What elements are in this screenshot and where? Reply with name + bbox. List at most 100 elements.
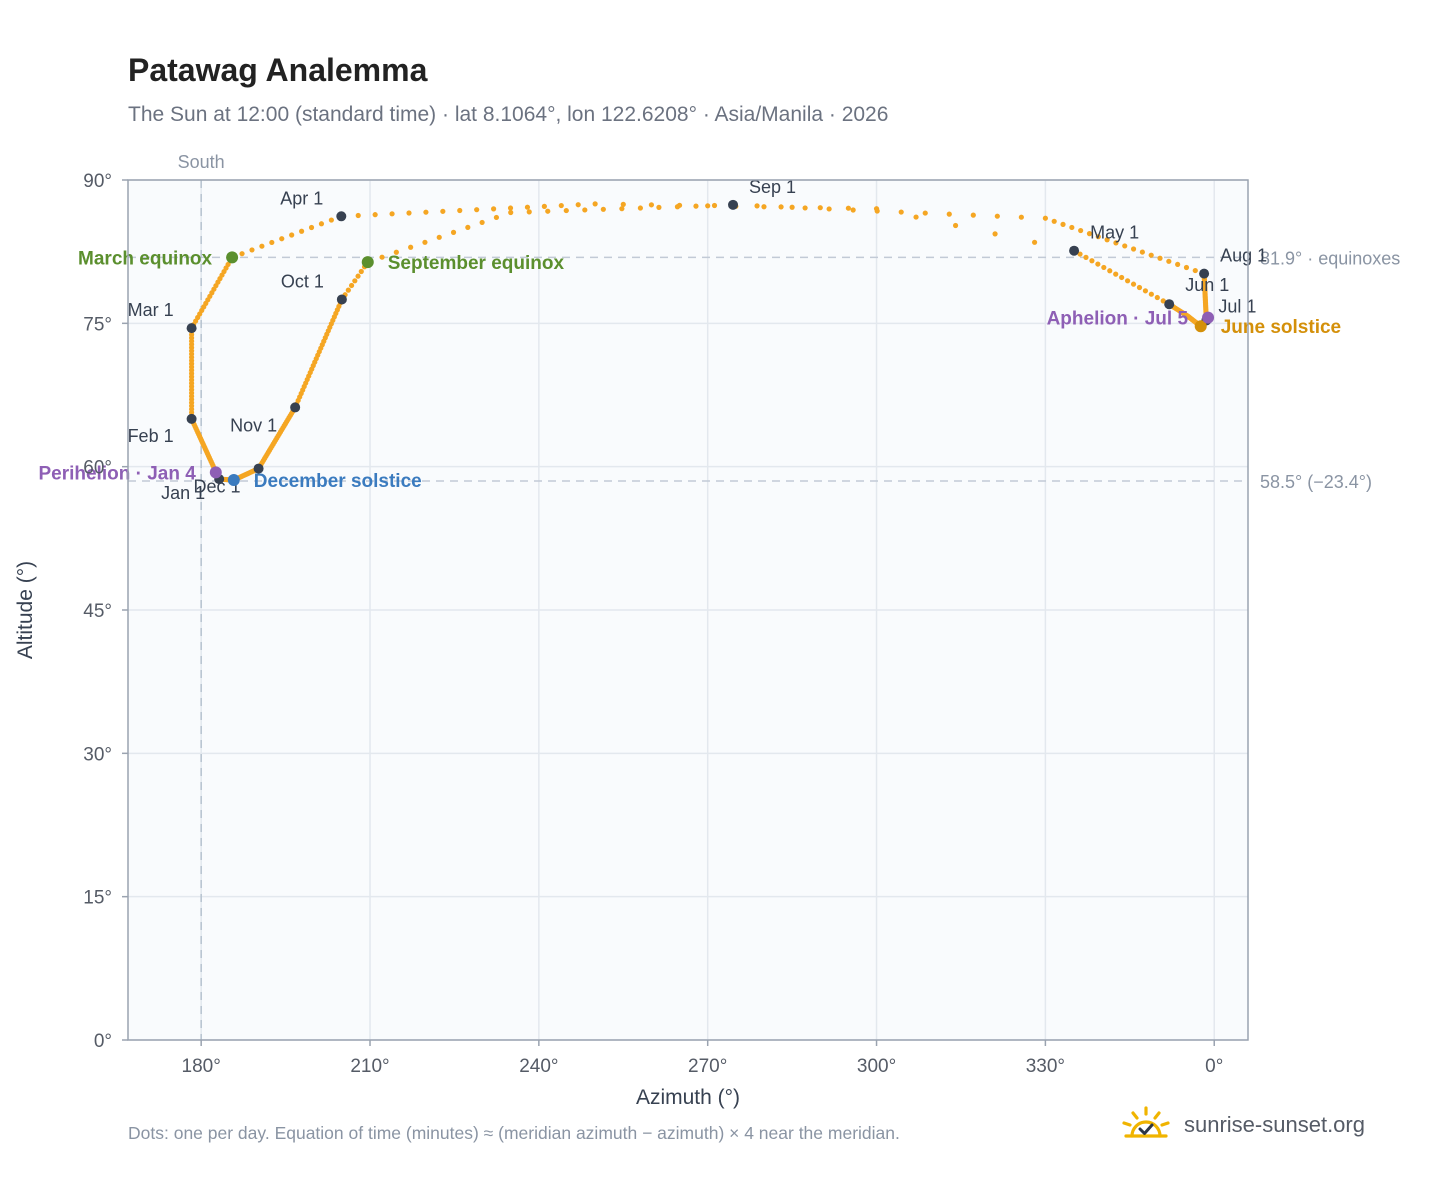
daily-dot — [1124, 278, 1131, 284]
daily-dot — [845, 205, 852, 211]
month-label: Mar 1 — [128, 300, 174, 320]
y-tick-label: 15° — [83, 888, 112, 909]
month-label: Aug 1 — [1220, 246, 1267, 266]
daily-dot — [279, 236, 285, 242]
daily-dot — [1051, 218, 1057, 224]
daily-dot — [372, 212, 378, 218]
meridian-label: South — [178, 152, 225, 172]
axis-ticks: 180° 210° 240° 270° 300° 330° 0° 0° 15° 30° 45° 60°… — [83, 171, 1223, 1077]
reference-line-label: 81.9° · equinoxes — [1260, 248, 1400, 268]
daily-dot — [674, 204, 681, 210]
x-tick-label: 300° — [857, 1056, 896, 1077]
daily-dot — [850, 207, 856, 213]
daily-dot — [379, 254, 385, 260]
daily-dot — [778, 204, 784, 210]
chart-title: Patawag Analemma — [128, 52, 428, 88]
daily-dot — [789, 204, 795, 210]
daily-dot — [619, 206, 625, 212]
event-dot — [1194, 320, 1207, 333]
daily-dot — [249, 247, 255, 253]
month-dot — [336, 211, 347, 222]
daily-dot — [1183, 264, 1190, 271]
daily-dot — [1018, 214, 1024, 220]
month-dot — [186, 413, 197, 424]
daily-dot — [656, 204, 662, 210]
daily-dot — [711, 202, 718, 209]
daily-dot — [289, 232, 295, 238]
daily-dot — [1104, 237, 1110, 243]
daily-dot — [817, 205, 823, 211]
y-tick-label: 45° — [83, 601, 112, 622]
daily-dot — [898, 209, 904, 215]
event-label: Perihelion · Jan 4 — [38, 463, 196, 484]
brand-name: sunrise-sunset.org — [1184, 1112, 1365, 1137]
daily-dot — [1148, 252, 1154, 258]
daily-dot — [592, 201, 598, 207]
daily-dot — [406, 210, 412, 216]
daily-dot — [1160, 298, 1166, 304]
daily-dot — [474, 207, 480, 213]
daily-dot — [1192, 267, 1198, 274]
daily-dot — [1077, 251, 1083, 257]
daily-dot — [693, 203, 699, 209]
daily-dot — [1086, 231, 1093, 237]
month-dot — [1164, 299, 1175, 310]
daily-dot — [524, 204, 531, 210]
daily-dot — [705, 203, 711, 209]
daily-dot — [1060, 221, 1066, 227]
reference-line-label: 58.5° (−23.4°) — [1260, 472, 1372, 492]
daily-dot — [1119, 274, 1125, 281]
daily-dot — [545, 208, 551, 214]
daily-dot — [1130, 281, 1137, 287]
x-tick-label: 270° — [688, 1056, 727, 1077]
daily-dot — [575, 202, 581, 208]
daily-dot — [922, 210, 928, 216]
month-label: Sep 1 — [749, 177, 796, 197]
daily-dot — [1089, 258, 1095, 264]
grid-lines — [128, 179, 1248, 1041]
daily-dot — [620, 201, 626, 207]
event-dot — [361, 256, 374, 269]
event-dot — [209, 466, 222, 479]
daily-dot — [507, 205, 514, 211]
daily-dot — [465, 224, 471, 230]
daily-dot — [450, 229, 457, 235]
daily-dot — [408, 244, 414, 250]
daily-dot — [648, 202, 655, 208]
daily-dot — [348, 282, 355, 289]
daily-dot — [493, 214, 500, 221]
month-dot — [290, 402, 301, 413]
daily-dot — [541, 203, 547, 209]
daily-dot — [479, 219, 485, 226]
daily-dot — [874, 208, 880, 214]
daily-dot — [508, 209, 514, 216]
daily-dot — [355, 212, 361, 219]
y-axis-label: Altitude (°) — [14, 561, 37, 659]
daily-dot — [1078, 227, 1084, 234]
event-label: Aphelion · Jul 5 — [1047, 309, 1189, 330]
event-dot — [1202, 311, 1215, 324]
daily-dot — [761, 204, 767, 210]
month-label: Apr 1 — [280, 188, 323, 208]
daily-dot — [1069, 224, 1075, 231]
daily-dot — [558, 202, 564, 209]
x-tick-label: 210° — [350, 1056, 389, 1077]
month-dot — [253, 463, 264, 474]
daily-dot — [358, 268, 364, 275]
daily-dot — [637, 205, 643, 211]
x-tick-label: 240° — [519, 1056, 558, 1077]
month-dot — [1069, 245, 1080, 256]
event-label: December solstice — [254, 471, 422, 492]
footnote: Dots: one per day. Equation of time (min… — [128, 1123, 900, 1143]
daily-dot — [600, 206, 606, 212]
daily-dot — [1136, 284, 1143, 291]
daily-dot — [259, 243, 265, 249]
daily-dot — [355, 273, 361, 279]
daily-dot — [1083, 254, 1089, 260]
daily-dot — [436, 234, 442, 240]
daily-dot — [582, 207, 588, 213]
daily-dot — [754, 203, 760, 209]
daily-dot — [422, 239, 428, 245]
daily-dot — [1101, 264, 1107, 271]
